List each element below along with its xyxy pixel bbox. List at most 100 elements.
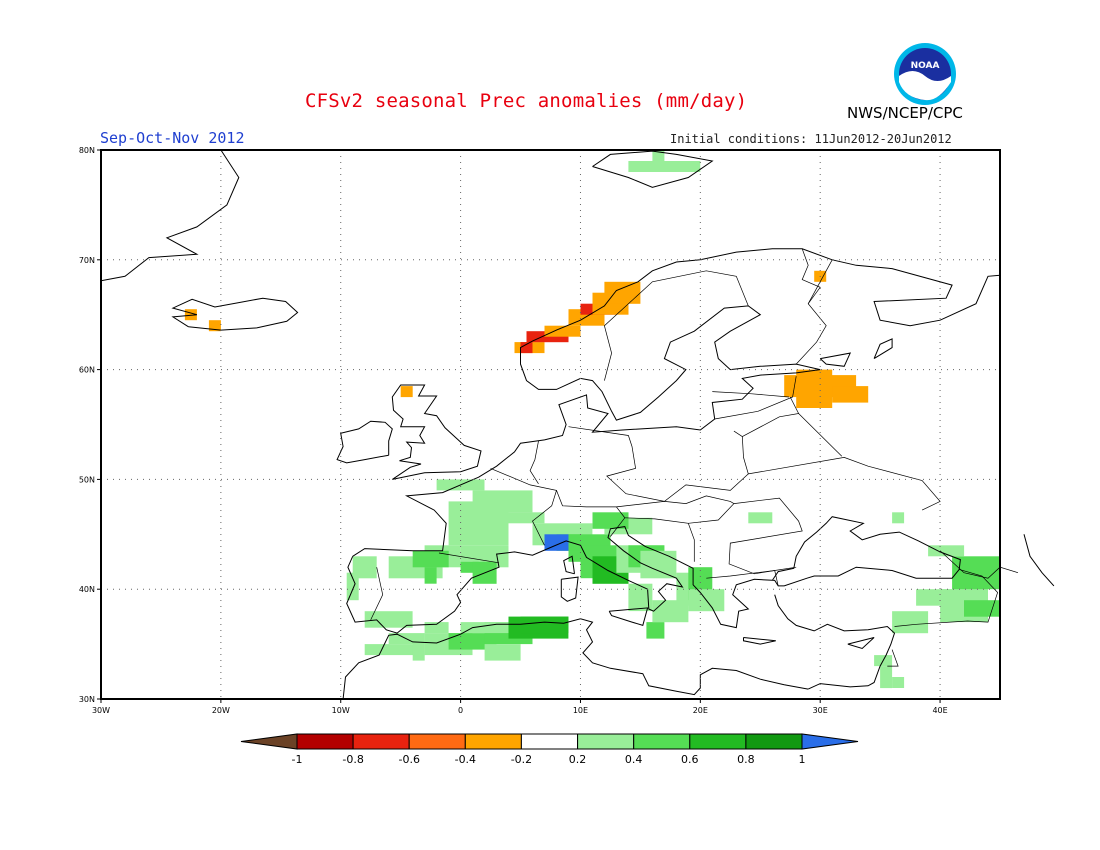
country-border [939, 550, 1019, 579]
anomaly-cell [646, 622, 665, 639]
colorbar-box [745, 733, 803, 750]
anomaly-cell [928, 545, 965, 557]
anomaly-cell [484, 644, 521, 661]
country-border [742, 413, 843, 457]
colorbar-box [689, 733, 747, 750]
anomaly-cell [652, 600, 689, 623]
colorbar-label: -0.2 [511, 753, 532, 766]
anomaly-cell [460, 561, 479, 573]
anomaly-cell [952, 556, 1000, 590]
country-border [894, 569, 998, 627]
lat-label: 50N [79, 475, 95, 484]
country-border [624, 517, 695, 562]
coastline [774, 594, 896, 690]
anomaly-cell [400, 386, 413, 398]
anomaly-cell [796, 369, 833, 408]
coastline [819, 352, 852, 367]
anomaly-cell [424, 567, 437, 584]
lat-label: 30N [79, 695, 95, 704]
coastline [743, 637, 776, 645]
country-border [795, 248, 827, 365]
anomaly-cell [892, 512, 905, 524]
anomaly-cell [892, 677, 905, 688]
colorbar-box [408, 733, 466, 750]
country-border [774, 570, 779, 586]
map-frame-bg [101, 150, 1000, 699]
colorbar-label: 1 [799, 753, 806, 766]
country-border [529, 440, 539, 484]
chart-title: CFSv2 seasonal Prec anomalies (mm/day) [305, 90, 748, 112]
country-border [706, 570, 775, 579]
anomaly-cell [748, 512, 773, 524]
map-frame [100, 149, 1001, 700]
anomaly-cell [448, 633, 497, 650]
colorbar-label: -0.8 [342, 753, 363, 766]
lat-label: 40N [79, 585, 95, 594]
anomaly-cell [832, 386, 869, 403]
colorbar-left-arrow [240, 733, 298, 750]
coastline [171, 297, 299, 331]
coastline [391, 384, 482, 480]
country-border [604, 270, 749, 381]
country-border [616, 495, 735, 524]
coastline [342, 618, 809, 700]
colorbar-label: 0.6 [681, 753, 699, 766]
anomaly-cell [412, 644, 425, 661]
country-border [556, 490, 626, 537]
colorbar-box [577, 733, 635, 750]
coastline [563, 555, 575, 575]
colorbar-right-arrow [801, 733, 859, 750]
anomaly-cell [604, 281, 641, 304]
lon-label: 20W [212, 706, 230, 715]
anomaly-cell [424, 622, 449, 634]
anomaly-cell [892, 611, 929, 634]
country-border [789, 396, 799, 414]
colorbar-label: -1 [292, 753, 303, 766]
coastline [346, 516, 961, 634]
coastline [608, 607, 649, 627]
anomaly-cell [508, 512, 545, 524]
anomaly-cell [652, 150, 665, 161]
anomaly-cell [544, 534, 569, 551]
anomaly-cell [208, 320, 221, 332]
country-border [438, 552, 500, 564]
colorbar-label: 0.4 [625, 753, 643, 766]
lat-label: 60N [79, 366, 95, 375]
lon-label: 10W [332, 706, 350, 715]
colorbar-label: -0.6 [398, 753, 419, 766]
season-label: Sep-Oct-Nov 2012 [100, 129, 245, 147]
coastline [352, 248, 1001, 557]
lon-label: 30W [92, 706, 110, 715]
agency-label: NWS/NCEP/CPC [847, 104, 963, 122]
colorbar-box [352, 733, 410, 750]
anomaly-cell [364, 644, 425, 656]
country-border [887, 649, 899, 667]
colorbar-label: 0.8 [737, 753, 755, 766]
anomaly-cell [184, 309, 197, 321]
colorbar-box [520, 733, 579, 750]
noaa-logo-icon: NOAA [894, 43, 956, 105]
anomaly-cell [880, 666, 893, 689]
anomaly-cell [520, 342, 533, 354]
country-border [490, 468, 557, 546]
country-border [712, 391, 790, 398]
coastline [336, 420, 393, 464]
country-border [714, 376, 797, 420]
lat-label: 80N [79, 146, 95, 155]
colorbar-box [464, 733, 522, 750]
coastline [592, 150, 714, 188]
country-border [748, 457, 941, 511]
lon-label: 40E [932, 706, 947, 715]
anomaly-cell [460, 622, 509, 634]
initial-conditions-label: Initial conditions: 11Jun2012-20Jun2012 [670, 132, 952, 146]
colorbar-label: -0.4 [455, 753, 476, 766]
anomaly-cell [628, 161, 701, 172]
coastline [560, 576, 579, 602]
logo-text: NOAA [911, 61, 940, 71]
coastline [1023, 534, 1055, 587]
anomaly-cell [520, 616, 569, 634]
country-border [370, 567, 384, 621]
colorbar-label: 0.2 [569, 753, 587, 766]
anomaly-cell [346, 572, 359, 601]
